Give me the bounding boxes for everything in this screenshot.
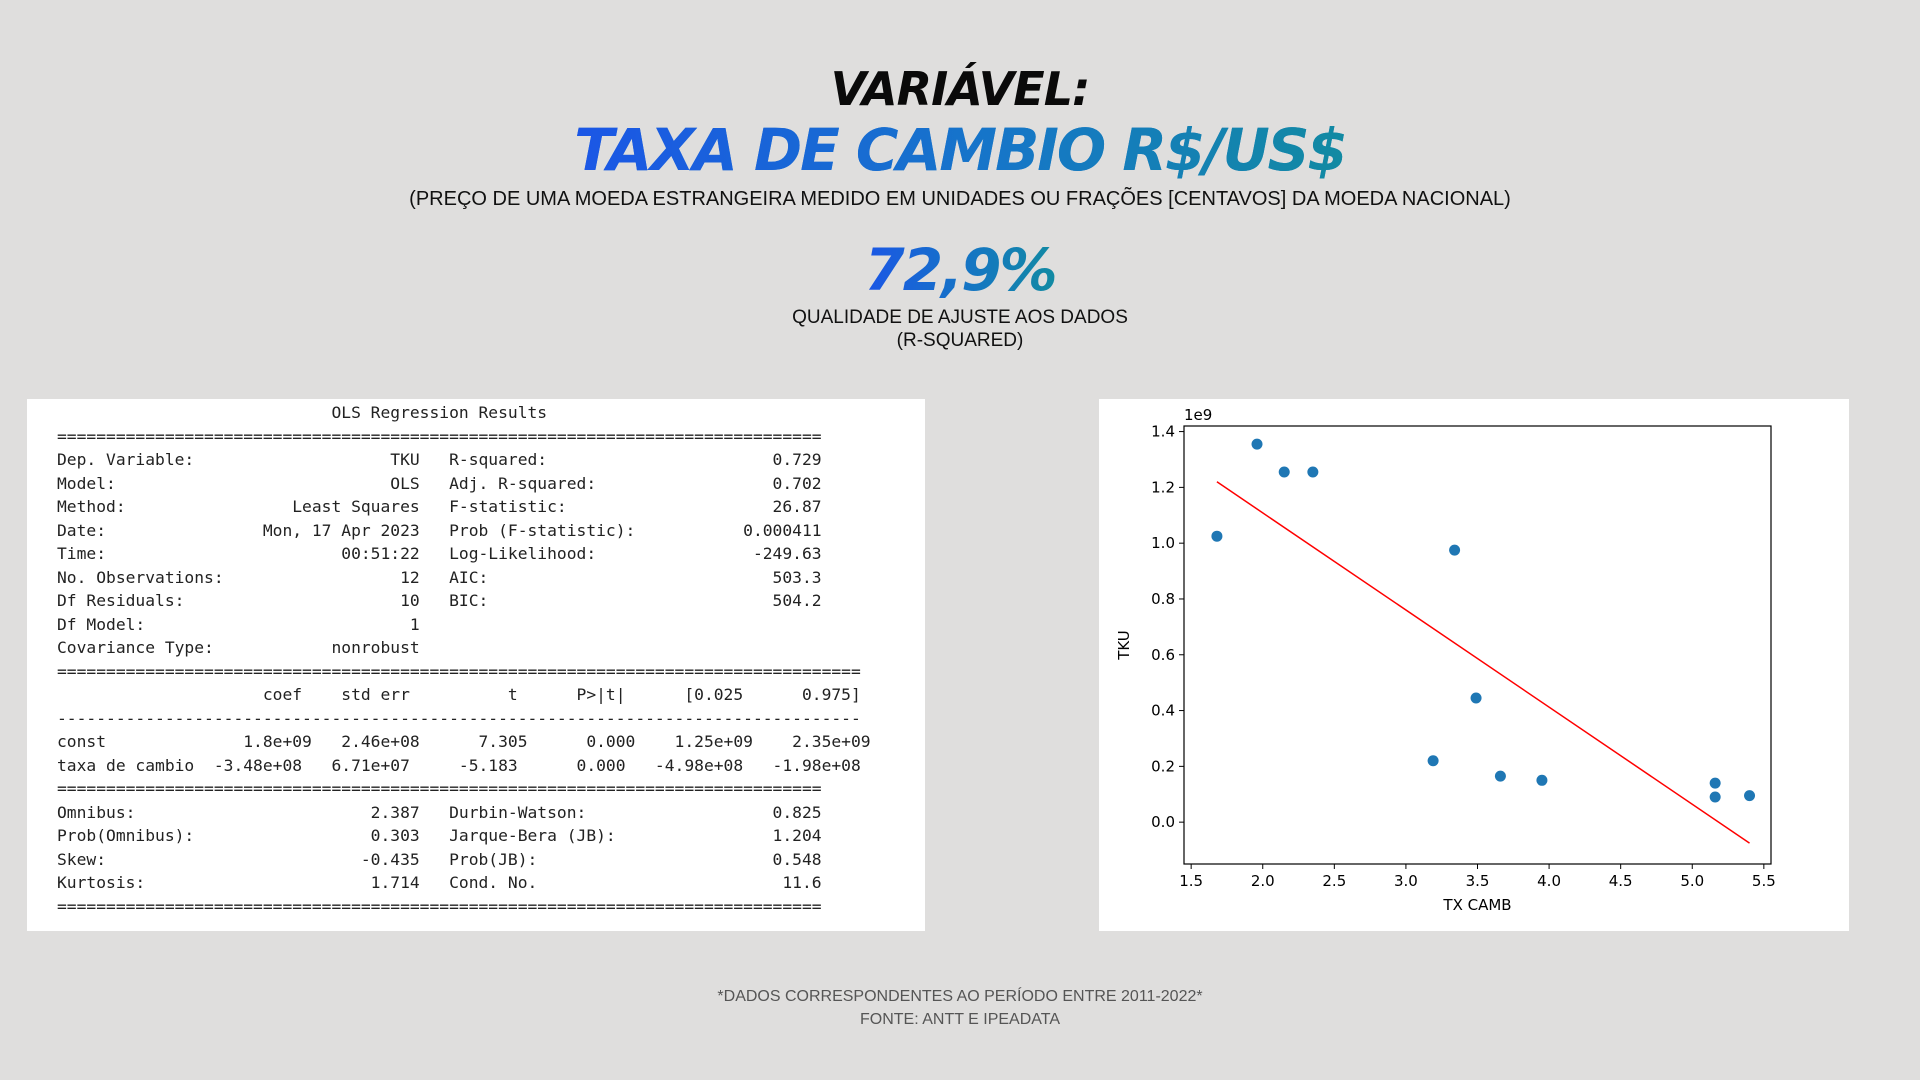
regression-line [1216,481,1750,844]
data-point [1307,466,1319,478]
period-footnote: *DADOS CORRESPONDENTES AO PERÍODO ENTRE … [717,988,1203,1005]
scatter-chart: 1.5 2.0 2.5 3.0 3.5 4.0 4.5 5.0 5.5 0.0 0.2 0.4 0.6 0… [1115,406,1776,914]
x-tick-label: 2.0 [1251,872,1275,890]
x-tick-label: 5.5 [1752,872,1776,890]
x-axis-label: TX CAMB [1442,896,1511,914]
r-squared-sublabel: (R-SQUARED) [896,330,1024,351]
y-tick-label: 0.0 [1151,813,1175,831]
data-point [1427,755,1439,767]
data-point [1744,790,1756,802]
x-tick-label: 1.5 [1179,872,1203,890]
x-tick-label: 4.0 [1537,872,1561,890]
ols-regression-results-panel: OLS Regression Results =================… [27,399,925,931]
y-offset-label: 1e9 [1184,406,1212,424]
y-axis-label: TKU [1115,630,1133,661]
variable-title: TAXA DE CAMBIO R$/US$ [0,116,1920,184]
x-tick-label: 4.5 [1609,872,1633,890]
x-tick-label: 3.0 [1394,872,1418,890]
data-point [1494,770,1506,782]
r-squared-value-text: 72,9% [864,236,1057,304]
source-footnote: FONTE: ANTT E IPEADATA [859,1011,1061,1028]
scatter-chart-panel: 1.5 2.0 2.5 3.0 3.5 4.0 4.5 5.0 5.5 0.0 0.2 0.4 0.6 0… [1099,399,1849,931]
x-tick-label: 2.5 [1322,872,1346,890]
data-point [1709,777,1721,789]
y-tick-label: 0.8 [1151,590,1175,608]
x-tick-label: 5.0 [1680,872,1704,890]
data-point [1278,466,1290,478]
variable-description: (PREÇO DE UMA MOEDA ESTRANGEIRA MEDIDO E… [409,188,1511,210]
r-squared-label: QUALIDADE DE AJUSTE AOS DADOS [792,307,1128,328]
y-tick-label: 1.0 [1151,534,1175,552]
data-point [1211,530,1223,542]
r-squared-value: 72,9% [0,236,1920,304]
y-tick-label: 0.4 [1151,702,1175,720]
y-tick-label: 1.4 [1151,423,1175,441]
data-point [1449,544,1461,556]
data-point [1536,774,1548,786]
y-tick-label: 0.6 [1151,646,1175,664]
data-point [1709,791,1721,803]
y-tick-label: 0.2 [1151,757,1175,775]
y-tick-label: 1.2 [1151,478,1175,496]
variable-label: VARIÁVEL: [830,62,1091,116]
variable-title-text: TAXA DE CAMBIO R$/US$ [574,116,1348,184]
data-point [1470,692,1482,704]
x-tick-label: 3.5 [1466,872,1490,890]
ols-summary-text: OLS Regression Results =================… [57,403,871,916]
data-point [1251,438,1263,450]
